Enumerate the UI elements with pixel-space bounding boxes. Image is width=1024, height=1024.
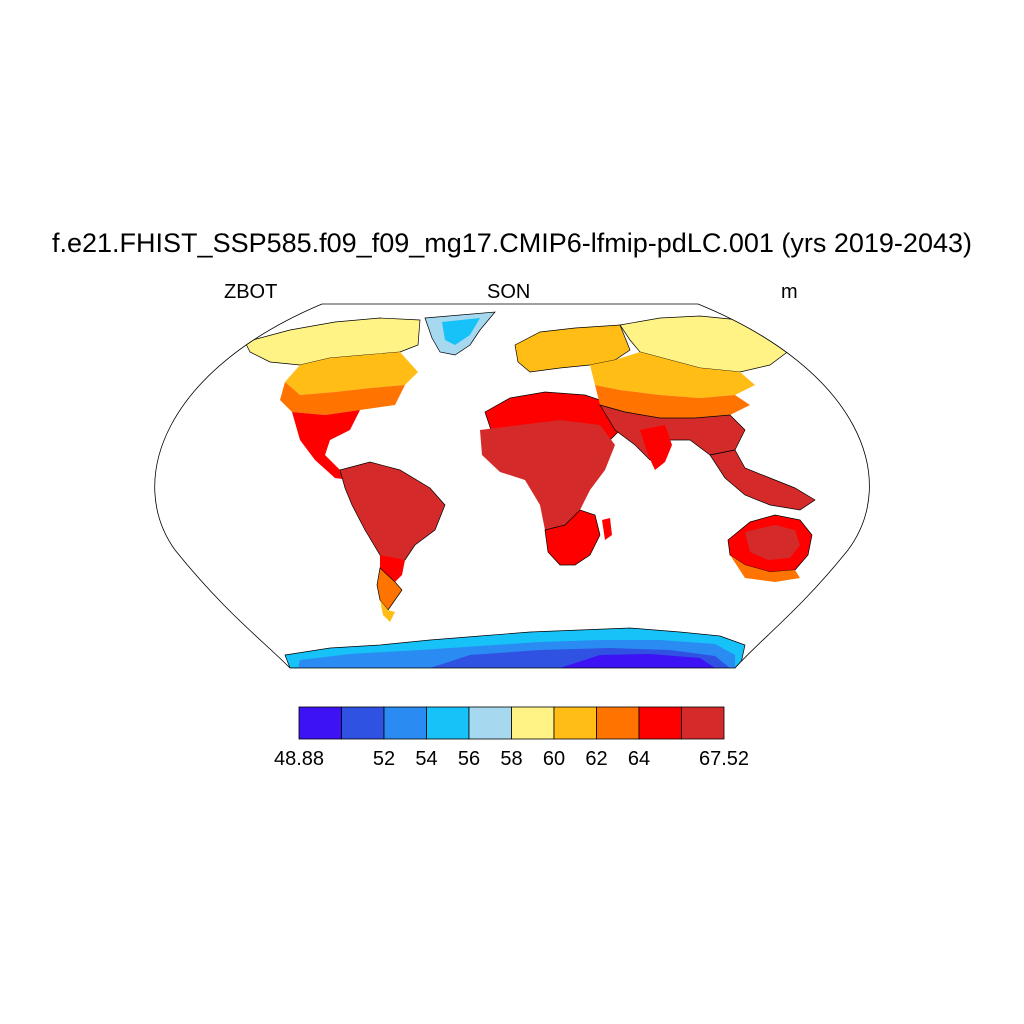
north-america-warm (280, 382, 405, 415)
australia-core (745, 525, 800, 560)
antarctica-peak (560, 654, 715, 668)
colorbar-tick-label: 64 (628, 748, 650, 770)
colorbar-tick-label: 52 (373, 748, 395, 770)
asia-mid (590, 352, 755, 398)
units-label: m (781, 281, 798, 303)
colorbar-swatch (638, 706, 682, 740)
colorbar-swatch (468, 706, 512, 740)
season-label: SON (487, 281, 531, 303)
africa-core (480, 420, 615, 530)
madagascar (602, 518, 612, 540)
colorbar-tick-label: 56 (458, 748, 480, 770)
colorbar-tick-label: 60 (543, 748, 565, 770)
southeast-asia (709, 449, 816, 511)
colorbar-tick-label: 62 (585, 748, 607, 770)
colorbar-tick-label: 67.52 (699, 748, 749, 770)
colorbar-swatch (426, 706, 470, 740)
south-america-core (339, 461, 446, 566)
africa-south (544, 509, 601, 566)
colorbar-swatch (383, 706, 427, 740)
australia-south (730, 555, 800, 582)
plot-title: f.e21.FHIST_SSP585.f09_f09_mg17.CMIP6-lf… (52, 228, 972, 258)
colorbar-tick-label: 48.88 (274, 748, 324, 770)
north-america-south (292, 410, 360, 480)
colorbar-swatch (596, 706, 640, 740)
asia-warm (595, 385, 750, 418)
colorbar-swatch (298, 706, 342, 740)
patagonia (380, 600, 395, 622)
north-america-mid (285, 352, 418, 395)
india (640, 425, 672, 470)
colorbar-swatch (511, 706, 555, 740)
map-outline (154, 303, 870, 669)
colorbar-tick-label: 54 (415, 748, 437, 770)
greenland-core (442, 318, 480, 345)
variable-label: ZBOT (224, 281, 278, 303)
south-america-tip (376, 567, 403, 611)
colorbar-swatch (681, 706, 725, 740)
colorbar-tick-label: 58 (500, 748, 522, 770)
colorbar-swatch (553, 706, 597, 740)
colorbar-swatch (341, 706, 385, 740)
